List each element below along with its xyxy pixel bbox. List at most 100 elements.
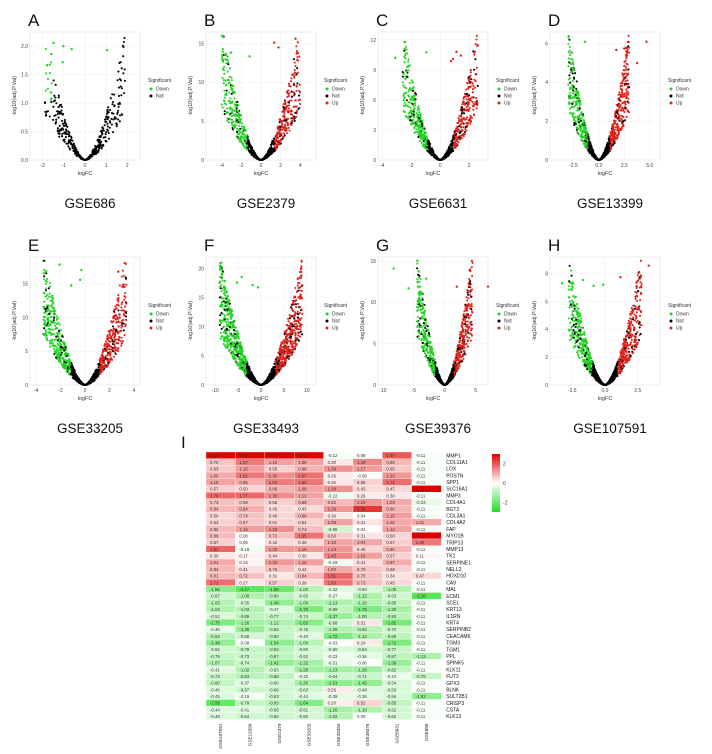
data-point xyxy=(461,121,464,124)
y-tick-label: 2.0 xyxy=(21,44,28,50)
data-point xyxy=(412,118,415,121)
data-point xyxy=(609,148,612,151)
data-point xyxy=(469,122,472,125)
y-tick-label: 1.0 xyxy=(21,101,28,107)
data-point xyxy=(414,98,417,101)
data-point xyxy=(120,94,123,97)
data-point xyxy=(101,361,105,365)
data-point xyxy=(572,85,575,88)
data-point xyxy=(49,285,52,288)
data-point xyxy=(567,78,571,81)
data-point xyxy=(243,146,246,149)
data-point xyxy=(113,340,116,343)
data-point xyxy=(42,307,45,310)
data-point xyxy=(467,98,470,101)
data-point xyxy=(408,101,411,104)
data-point xyxy=(55,322,58,326)
data-point xyxy=(122,313,125,316)
data-point xyxy=(621,72,624,75)
data-point xyxy=(417,128,420,131)
data-point xyxy=(406,105,409,108)
data-point xyxy=(119,85,122,88)
y-tick-label: 4 xyxy=(545,80,548,86)
data-point xyxy=(225,89,228,92)
legend-marker xyxy=(325,101,329,105)
data-point xyxy=(293,117,296,120)
data-point xyxy=(618,116,621,119)
data-point xyxy=(469,69,472,72)
data-point xyxy=(106,129,109,132)
data-point xyxy=(57,336,60,339)
data-point xyxy=(413,95,416,98)
data-point xyxy=(56,129,59,132)
data-point xyxy=(291,119,294,123)
data-point xyxy=(610,132,613,135)
data-point xyxy=(65,123,68,126)
x-tick-label: 5 xyxy=(283,388,286,394)
data-point xyxy=(108,330,111,334)
data-point xyxy=(114,305,117,308)
y-tick-label: 6 xyxy=(545,41,548,47)
data-point xyxy=(268,147,272,150)
data-point xyxy=(87,381,90,384)
volcano-panel-A: A-2 -1 0 1 20.00.51.01.52.0logFC-log10(adj.P… xyxy=(12,11,172,211)
data-point xyxy=(626,50,629,54)
data-point xyxy=(230,92,233,95)
data-point xyxy=(451,141,454,145)
data-point xyxy=(44,287,47,290)
data-point xyxy=(120,67,123,70)
data-point xyxy=(48,115,51,118)
data-point xyxy=(53,321,56,324)
data-point xyxy=(443,157,446,160)
data-point xyxy=(281,126,285,129)
data-point xyxy=(101,132,104,135)
data-point xyxy=(111,131,115,134)
data-point xyxy=(286,90,289,93)
data-point xyxy=(230,79,233,82)
data-point xyxy=(568,38,571,41)
data-point xyxy=(457,121,460,125)
data-point xyxy=(465,88,468,91)
data-point xyxy=(402,84,405,87)
data-point xyxy=(453,136,456,139)
data-point xyxy=(623,93,626,96)
data-point xyxy=(65,360,68,363)
legend-entry: Up xyxy=(156,326,163,332)
data-point xyxy=(47,295,51,298)
data-point xyxy=(51,297,55,300)
data-point xyxy=(413,116,416,119)
data-point xyxy=(592,154,595,157)
data-point xyxy=(407,69,410,72)
data-point xyxy=(427,143,430,146)
data-point xyxy=(294,37,297,40)
y-tick-label: 0.5 xyxy=(21,129,28,135)
data-point xyxy=(48,63,51,66)
data-point xyxy=(102,348,105,351)
data-point xyxy=(61,127,64,130)
data-point xyxy=(226,107,229,110)
data-point xyxy=(430,152,433,155)
data-point xyxy=(287,92,290,96)
data-point xyxy=(118,114,122,117)
x-tick-label: 2 xyxy=(279,163,282,169)
y-tick-label: 0 xyxy=(201,158,204,164)
data-point xyxy=(55,346,58,349)
data-point xyxy=(405,52,409,55)
data-point xyxy=(407,90,410,93)
data-point xyxy=(222,82,225,85)
x-tick-label: -2 xyxy=(409,163,414,169)
data-point xyxy=(225,62,228,65)
data-point xyxy=(462,101,465,104)
data-point xyxy=(568,87,571,90)
data-point xyxy=(109,358,112,361)
legend-marker xyxy=(325,94,329,98)
data-point xyxy=(115,123,118,126)
data-point xyxy=(49,71,52,75)
x-tick-label: 10 xyxy=(304,388,310,394)
data-point xyxy=(48,330,51,333)
data-point xyxy=(278,118,281,121)
data-point xyxy=(449,60,453,63)
data-point xyxy=(48,342,51,345)
data-point xyxy=(458,136,461,139)
data-point xyxy=(233,110,236,113)
